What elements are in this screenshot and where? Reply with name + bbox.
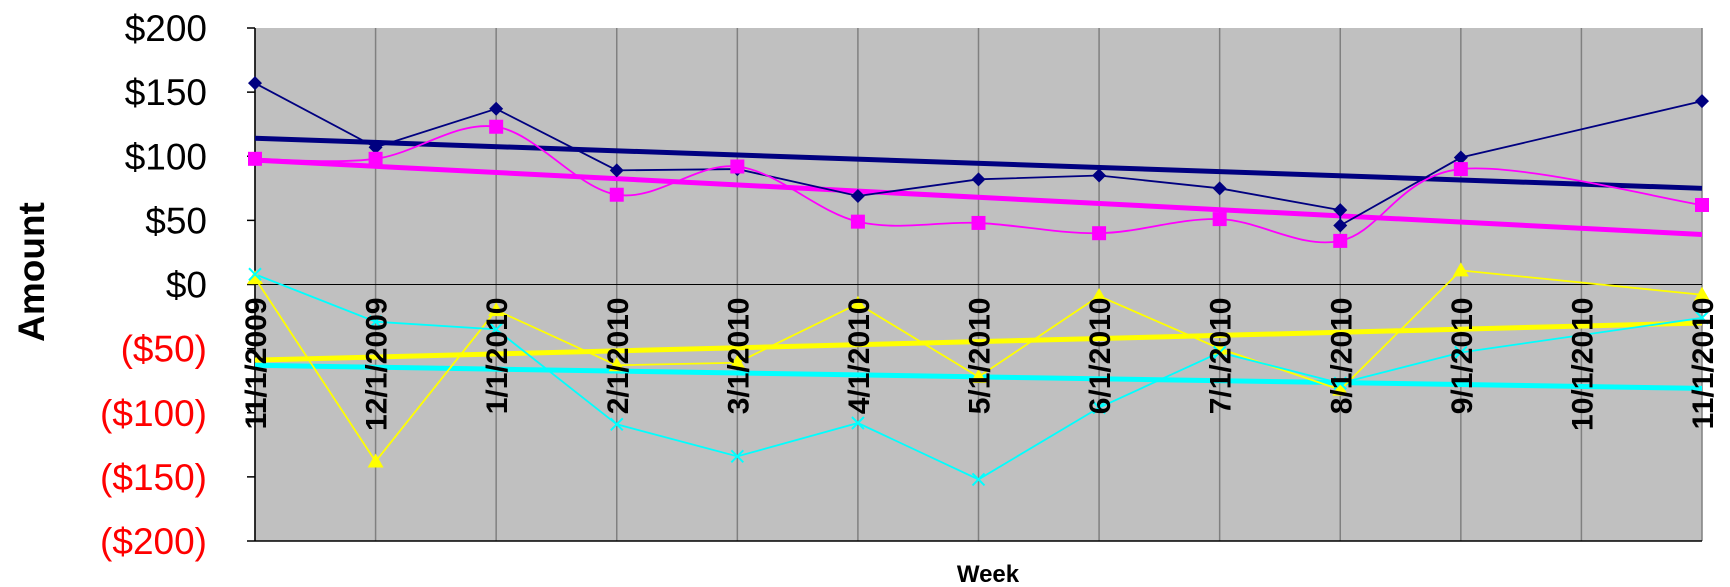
y-tick-label: ($150)	[100, 457, 207, 498]
data-point	[489, 101, 504, 116]
data-point	[1333, 218, 1348, 233]
data-point	[489, 322, 503, 337]
data-point	[971, 172, 986, 187]
data-point	[367, 453, 384, 468]
data-point	[248, 151, 262, 166]
data-point	[1092, 226, 1107, 241]
data-point	[368, 140, 383, 155]
data-point	[1452, 262, 1469, 277]
data-point	[1212, 212, 1227, 227]
series-line	[254, 269, 1703, 464]
trend-line	[254, 157, 1703, 237]
data-point	[971, 215, 986, 230]
data-point	[1695, 94, 1709, 109]
data-point	[1333, 233, 1348, 248]
data-point	[1453, 150, 1468, 165]
x-tick-label: 4/1/2010	[843, 298, 876, 415]
data-point	[850, 189, 865, 204]
trend-line	[254, 320, 1703, 363]
data-point	[1092, 168, 1107, 183]
data-point	[1092, 400, 1106, 415]
data-point	[608, 357, 625, 372]
data-point	[368, 151, 383, 166]
x-axis-title: Week	[957, 561, 1020, 587]
data-point	[1212, 345, 1227, 360]
x-tick-labels: 11/1/2009 12/1/2009 1/1/2010 2/1/2010 3/1/20…	[240, 298, 1720, 431]
data-point	[729, 354, 746, 369]
y-axis-title: Amount	[11, 202, 52, 342]
data-point	[609, 187, 624, 202]
x-tick-label: 9/1/2010	[1446, 298, 1479, 415]
x-tick-label: 1/1/2010	[481, 298, 514, 415]
y-tick-label: $100	[125, 136, 207, 177]
data-point	[970, 368, 987, 383]
data-point	[488, 302, 505, 317]
x-tick-label: 11/1/2010	[1687, 298, 1720, 430]
x-tick-label: 3/1/2010	[722, 298, 755, 415]
data-point	[1091, 288, 1108, 303]
data-point	[1695, 311, 1709, 325]
x-tick-label: 10/1/2010	[1566, 298, 1599, 431]
data-point	[1453, 162, 1468, 177]
data-point	[850, 214, 865, 229]
data-point	[730, 449, 745, 464]
y-tick-label: ($100)	[100, 393, 207, 434]
y-tick-label: ($200)	[100, 521, 207, 562]
data-point	[851, 416, 865, 430]
x-tick-label: 11/1/2009	[240, 298, 273, 430]
data-point	[1333, 376, 1347, 390]
y-tick-labels: $200 $150 $100 $50 $0 ($50) ($100) ($150) ($200)	[100, 8, 207, 562]
data-point	[1454, 345, 1468, 360]
data-point	[248, 267, 262, 281]
data-point	[1333, 203, 1348, 218]
data-point	[247, 270, 263, 285]
data-point	[368, 314, 383, 329]
data-point	[1695, 197, 1709, 212]
trend-line	[254, 135, 1703, 191]
data-point	[1211, 340, 1228, 355]
series-lines	[247, 76, 1710, 487]
series-line	[254, 273, 1703, 481]
y-tick-label: $50	[145, 200, 207, 241]
x-tick-label: 12/1/2009	[361, 298, 394, 431]
data-point	[609, 163, 624, 178]
y-tick-label: ($50)	[121, 329, 207, 370]
data-point	[730, 159, 745, 174]
y-tick-label: $200	[125, 8, 207, 49]
x-tick-label: 2/1/2010	[602, 298, 635, 415]
data-point	[971, 472, 986, 487]
data-point	[1212, 181, 1227, 196]
data-point	[1694, 286, 1710, 301]
x-tick-label: 6/1/2010	[1084, 298, 1117, 415]
x-tick-label: 5/1/2010	[964, 298, 997, 415]
data-point	[849, 295, 866, 310]
x-tick-label: 8/1/2010	[1325, 298, 1358, 415]
x-tick-label: 7/1/2010	[1205, 298, 1238, 415]
data-point	[489, 119, 504, 134]
data-point	[610, 417, 624, 432]
y-tick-label: $150	[125, 72, 207, 113]
data-point	[248, 76, 262, 91]
y-tick-label: $0	[166, 265, 207, 306]
data-point	[1332, 381, 1349, 396]
